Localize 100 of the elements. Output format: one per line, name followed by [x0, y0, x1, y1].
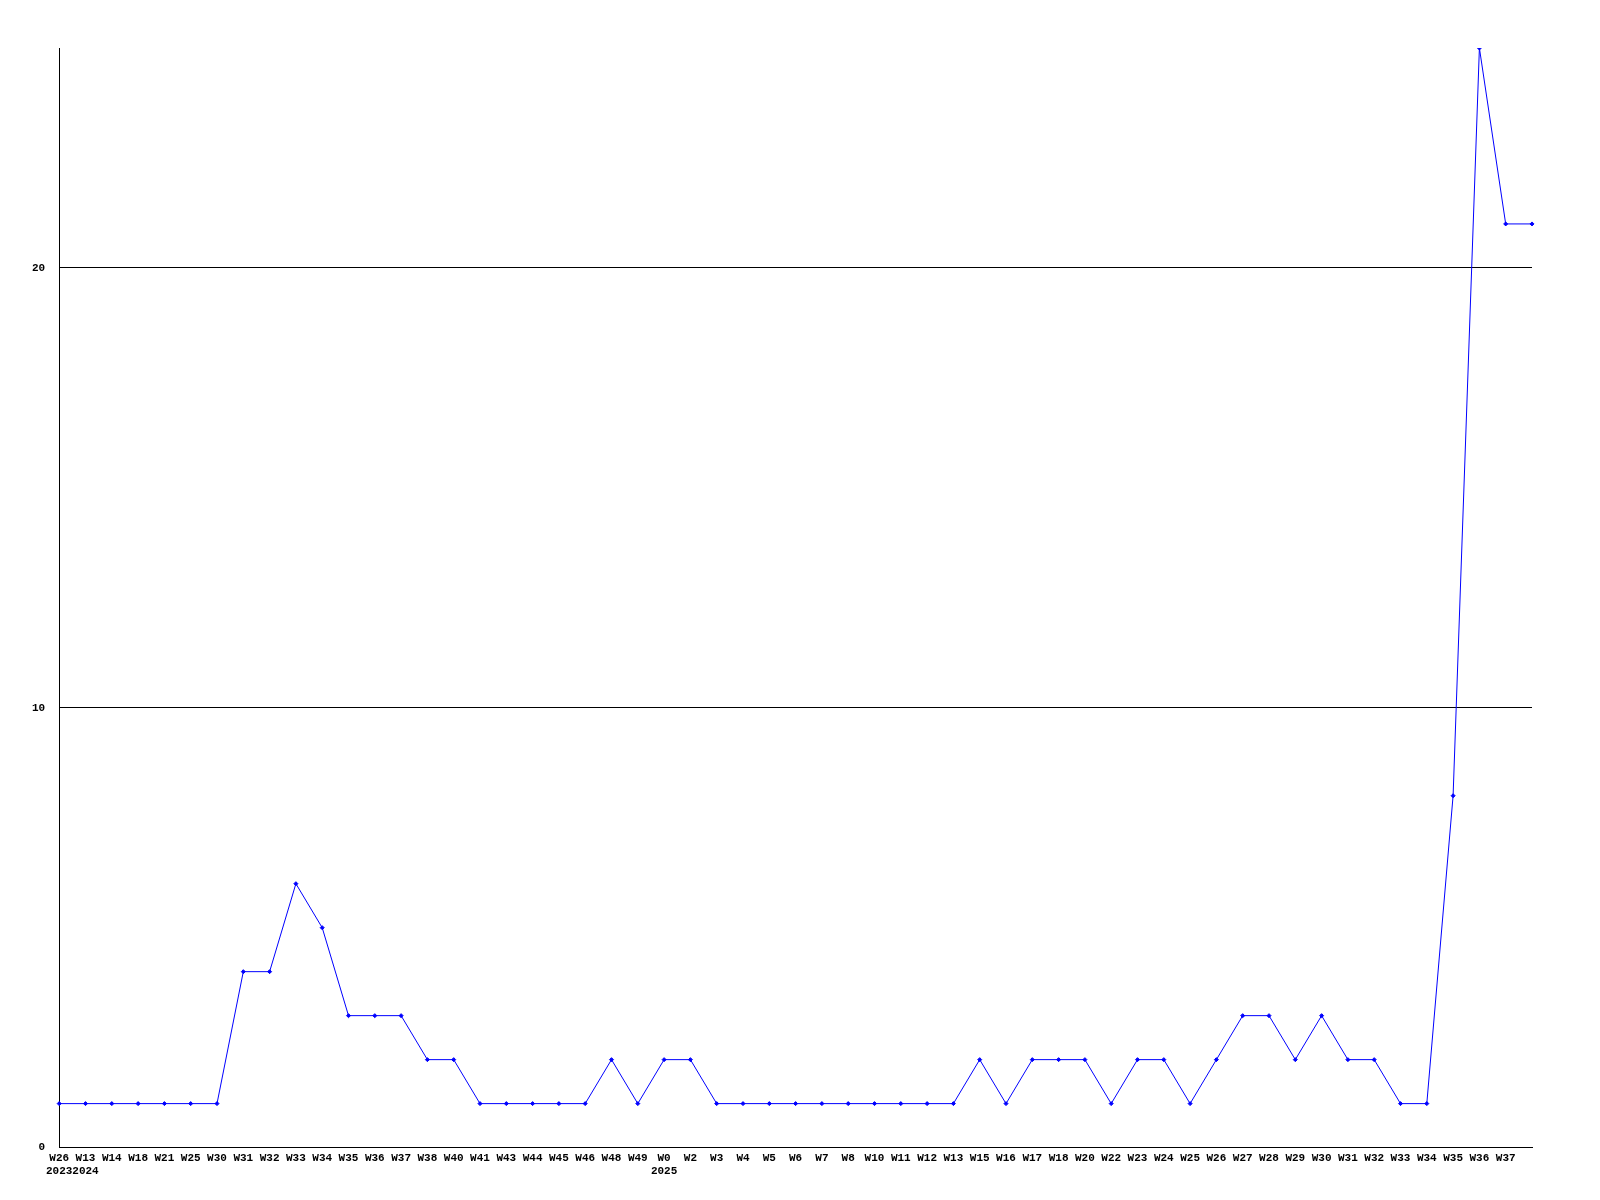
point: [1345, 1057, 1351, 1063]
x-tick-label: W6: [789, 1151, 803, 1164]
x-tick-label: W23: [1127, 1151, 1148, 1164]
point: [872, 1101, 877, 1107]
x-tick-label: W20: [1074, 1151, 1095, 1164]
x-tick-label: W37: [1495, 1151, 1516, 1164]
x-tick-label: W17: [1022, 1151, 1043, 1164]
point: [609, 1057, 614, 1063]
x-tick-label: W15: [969, 1151, 990, 1164]
point: [714, 1101, 720, 1107]
point: [1398, 1101, 1403, 1107]
point: [503, 1101, 509, 1107]
y-tick-label: 10: [32, 701, 46, 714]
point: [1424, 1101, 1430, 1107]
point: [1292, 1057, 1298, 1063]
x-tick-label: W11: [890, 1151, 912, 1164]
x-tick-label: W8: [841, 1151, 856, 1164]
x-tick-label: W7: [815, 1151, 829, 1164]
point: [1108, 1101, 1114, 1107]
point: [346, 1013, 351, 1019]
point: [109, 1101, 115, 1107]
x-tick-label: W32: [1364, 1151, 1385, 1164]
x-tick-label: W0 2025: [650, 1151, 678, 1178]
point: [424, 1057, 430, 1063]
y-tick-label: 20: [32, 261, 46, 274]
point: [1319, 1013, 1325, 1019]
x-tick-label: W49: [627, 1151, 648, 1164]
point: [83, 1101, 88, 1107]
x-tick-label: W5: [762, 1151, 777, 1164]
point: [319, 925, 325, 931]
x-tick-label: W35: [338, 1151, 359, 1164]
x-tick-label: W33: [1390, 1151, 1411, 1164]
point: [56, 1101, 62, 1107]
point: [188, 1101, 194, 1107]
x-tick-label: W38: [417, 1151, 438, 1164]
x-tick-label: W28: [1259, 1151, 1280, 1164]
point: [793, 1101, 799, 1107]
point: [1082, 1057, 1088, 1063]
x-tick-label: W13 2024: [72, 1151, 100, 1178]
x-tick-label: W4: [736, 1151, 750, 1164]
point: [530, 1101, 536, 1107]
x-tick-label: W32: [259, 1151, 280, 1164]
x-tick-label: W12: [917, 1151, 938, 1164]
point: [451, 1057, 457, 1063]
x-tick-label: W33: [286, 1151, 307, 1164]
x-tick-label: W30: [1311, 1151, 1332, 1164]
point: [898, 1101, 904, 1107]
point: [1029, 1057, 1035, 1063]
point: [267, 969, 273, 975]
x-tick-label: W18: [1048, 1151, 1069, 1164]
point: [1135, 1057, 1140, 1063]
point: [582, 1101, 588, 1107]
point: [1056, 1057, 1062, 1063]
point: [1371, 1057, 1377, 1063]
point: [635, 1101, 641, 1107]
x-tick-label: W22: [1101, 1151, 1122, 1164]
y-tick-label: 0: [38, 1141, 46, 1154]
x-tick-label: W27: [1232, 1151, 1253, 1164]
point: [661, 1057, 667, 1063]
x-tick-label: W13: [943, 1151, 964, 1164]
x-tick-label: W36: [364, 1151, 385, 1164]
point: [950, 1101, 956, 1107]
x-tick-label: W25: [180, 1151, 201, 1164]
x-tick-label: W46: [575, 1151, 596, 1164]
x-tick-label: W14: [101, 1151, 123, 1164]
point: [1003, 1101, 1009, 1107]
x-tick-label: W26: [1206, 1151, 1227, 1164]
x-tick-label: W41: [470, 1151, 491, 1164]
x-tick-label: W36: [1469, 1151, 1490, 1164]
point: [845, 1101, 851, 1107]
x-tick-label: W34: [1416, 1151, 1438, 1164]
point: [766, 1101, 772, 1107]
x-tick-label: W31: [1337, 1151, 1359, 1164]
point: [1213, 1057, 1219, 1063]
point: [240, 969, 246, 975]
point: [214, 1101, 220, 1107]
x-tick-label: W18: [128, 1151, 149, 1164]
point: [924, 1101, 930, 1107]
x-tick-label: W34: [312, 1151, 333, 1164]
point: [819, 1101, 825, 1107]
x-tick-label: W2: [683, 1151, 697, 1164]
point: [1266, 1013, 1272, 1019]
point: [977, 1057, 983, 1063]
x-tick-label: W37: [391, 1151, 412, 1164]
x-tick-label: W10: [864, 1151, 885, 1164]
point: [398, 1013, 404, 1019]
point: [1503, 221, 1509, 227]
x-tick-label: W35: [1443, 1151, 1464, 1164]
point: [1529, 221, 1535, 227]
x-tick-label: W48: [601, 1151, 622, 1164]
point: [293, 881, 299, 887]
point: [1187, 1101, 1193, 1107]
point: [477, 1101, 483, 1107]
x-tick-label: W40: [443, 1151, 464, 1164]
x-tick-label: W25: [1180, 1151, 1201, 1164]
x-tick-label: W31: [233, 1151, 254, 1164]
x-tick-label: W16: [996, 1151, 1016, 1164]
x-tick-label: W3: [710, 1151, 724, 1164]
point: [372, 1013, 378, 1019]
point: [556, 1101, 562, 1107]
